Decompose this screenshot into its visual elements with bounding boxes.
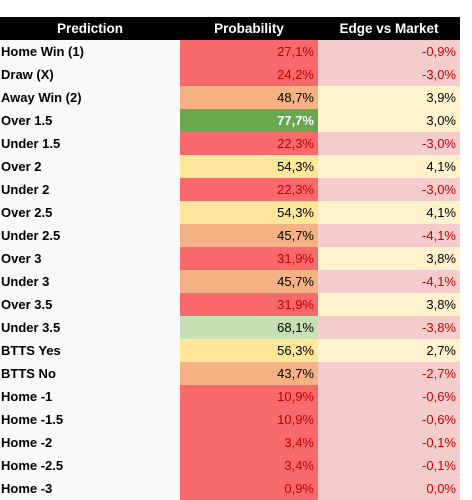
probability-cell: 22,3%	[180, 178, 318, 201]
probability-cell: 24,2%	[180, 63, 318, 86]
edge-cell: -2,7%	[318, 362, 460, 385]
table-row: Away Win (2) 48,7% 3,9%	[0, 86, 460, 109]
probability-cell: 0,9%	[180, 477, 318, 500]
edge-cell: 2,7%	[318, 339, 460, 362]
edge-cell: -0,9%	[318, 40, 460, 63]
prediction-cell: Home -1.5	[0, 408, 180, 431]
column-header: Probability	[180, 17, 318, 40]
prediction-cell: Home -1	[0, 385, 180, 408]
prediction-cell: Under 3.5	[0, 316, 180, 339]
prediction-cell: Home -2.5	[0, 454, 180, 477]
probability-cell: 45,7%	[180, 224, 318, 247]
edge-cell: -4,1%	[318, 270, 460, 293]
table-row: Under 3.5 68,1% -3,8%	[0, 316, 460, 339]
probability-cell: 54,3%	[180, 155, 318, 178]
prediction-cell: Under 2.5	[0, 224, 180, 247]
table-row: Under 2.5 45,7% -4,1%	[0, 224, 460, 247]
prediction-cell: Home Win (1)	[0, 40, 180, 63]
edge-cell: 3,9%	[318, 86, 460, 109]
prediction-cell: BTTS No	[0, 362, 180, 385]
prediction-cell: Over 2	[0, 155, 180, 178]
table-row: Over 2 54,3% 4,1%	[0, 155, 460, 178]
table-row: Draw (X) 24,2% -3,0%	[0, 63, 460, 86]
edge-cell: -4,1%	[318, 224, 460, 247]
probability-cell: 3,4%	[180, 431, 318, 454]
table-row: Home Win (1) 27,1% -0,9%	[0, 40, 460, 63]
edge-cell: 4,1%	[318, 201, 460, 224]
edge-cell: 0,0%	[318, 477, 460, 500]
prediction-cell: Over 3.5	[0, 293, 180, 316]
probability-cell: 48,7%	[180, 86, 318, 109]
edge-cell: -0,1%	[318, 431, 460, 454]
table-row: Home -1 10,9% -0,6%	[0, 385, 460, 408]
probability-cell: 27,1%	[180, 40, 318, 63]
table-row: Over 3.5 31,9% 3,8%	[0, 293, 460, 316]
probability-cell: 68,1%	[180, 316, 318, 339]
table-row: Home -2.5 3,4% -0,1%	[0, 454, 460, 477]
prediction-cell: Draw (X)	[0, 63, 180, 86]
prediction-cell: Over 2.5	[0, 201, 180, 224]
probability-cell: 54,3%	[180, 201, 318, 224]
probability-cell: 31,9%	[180, 247, 318, 270]
prediction-cell: Under 1.5	[0, 132, 180, 155]
header-row: Prediction Probability Edge vs Market	[0, 17, 460, 40]
edge-cell: -3,8%	[318, 316, 460, 339]
edge-cell: 4,1%	[318, 155, 460, 178]
edge-cell: -0,6%	[318, 408, 460, 431]
table-head: Prediction Probability Edge vs Market	[0, 17, 460, 40]
table-row: Home -3 0,9% 0,0%	[0, 477, 460, 500]
table-row: Over 2.5 54,3% 4,1%	[0, 201, 460, 224]
probability-cell: 22,3%	[180, 132, 318, 155]
probability-cell: 31,9%	[180, 293, 318, 316]
probability-cell: 56,3%	[180, 339, 318, 362]
probability-cell: 45,7%	[180, 270, 318, 293]
prediction-cell: Home -2	[0, 431, 180, 454]
column-header: Edge vs Market	[318, 17, 460, 40]
prediction-cell: Home -3	[0, 477, 180, 500]
table-row: Over 3 31,9% 3,8%	[0, 247, 460, 270]
probability-cell: 77,7%	[180, 109, 318, 132]
edge-cell: -0,1%	[318, 454, 460, 477]
edge-cell: -3,0%	[318, 63, 460, 86]
prediction-cell: Under 3	[0, 270, 180, 293]
table-row: Over 1.5 77,7% 3,0%	[0, 109, 460, 132]
edge-cell: -0,6%	[318, 385, 460, 408]
edge-cell: 3,0%	[318, 109, 460, 132]
table-row: Under 2 22,3% -3,0%	[0, 178, 460, 201]
edge-cell: 3,8%	[318, 247, 460, 270]
probability-cell: 43,7%	[180, 362, 318, 385]
prediction-table: Prediction Probability Edge vs Market Home…	[0, 17, 460, 500]
probability-cell: 10,9%	[180, 408, 318, 431]
table-row: BTTS Yes 56,3% 2,7%	[0, 339, 460, 362]
table-row: Under 1.5 22,3% -3,0%	[0, 132, 460, 155]
table-body: Home Win (1) 27,1% -0,9% Draw (X) 24,2% -3,0%…	[0, 40, 460, 500]
prediction-cell: Under 2	[0, 178, 180, 201]
probability-cell: 10,9%	[180, 385, 318, 408]
column-header: Prediction	[0, 17, 180, 40]
table-row: Under 3 45,7% -4,1%	[0, 270, 460, 293]
probability-cell: 3,4%	[180, 454, 318, 477]
prediction-cell: Over 3	[0, 247, 180, 270]
table-row: BTTS No 43,7% -2,7%	[0, 362, 460, 385]
prediction-cell: Away Win (2)	[0, 86, 180, 109]
table-row: Home -1.5 10,9% -0,6%	[0, 408, 460, 431]
table-row: Home -2 3,4% -0,1%	[0, 431, 460, 454]
prediction-cell: BTTS Yes	[0, 339, 180, 362]
edge-cell: -3,0%	[318, 178, 460, 201]
prediction-cell: Over 1.5	[0, 109, 180, 132]
edge-cell: 3,8%	[318, 293, 460, 316]
edge-cell: -3,0%	[318, 132, 460, 155]
